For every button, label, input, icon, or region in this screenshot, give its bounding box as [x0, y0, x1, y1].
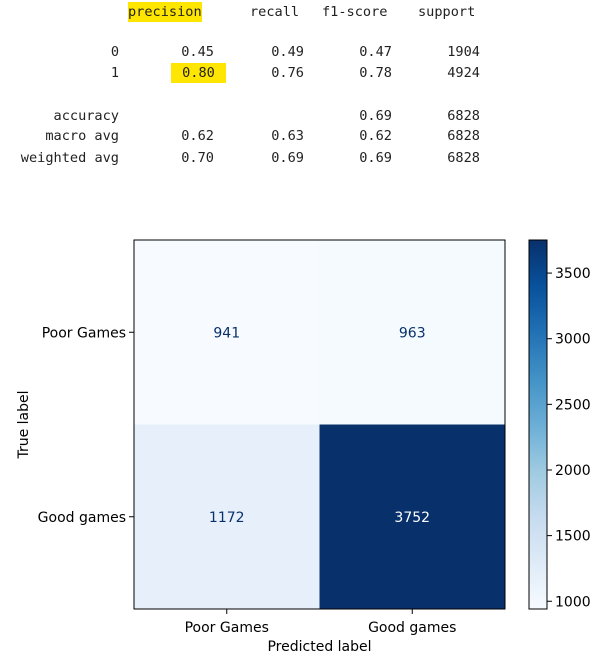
colorbar-tick-label: 3000	[555, 332, 591, 348]
classification-report: precision recall f1-score support 0 0.45…	[0, 0, 603, 180]
avg-recall: 0.69	[271, 150, 304, 166]
accuracy-f1: 0.69	[359, 108, 392, 124]
row-precision: 0.45	[181, 44, 214, 60]
cell-value-label: 963	[399, 325, 426, 341]
header-precision: precision	[128, 2, 202, 22]
heatmap-cell	[319, 240, 505, 425]
row-support: 4924	[447, 65, 480, 81]
accuracy-label: accuracy	[53, 108, 119, 124]
avg-recall: 0.63	[271, 128, 304, 144]
y-tick-label: Good games	[38, 510, 126, 526]
cell-value-label: 1172	[209, 510, 245, 526]
header-f1-score: f1-score	[322, 4, 388, 20]
y-axis-label: True label	[16, 390, 32, 459]
colorbar	[528, 239, 548, 610]
avg-precision: 0.62	[181, 128, 214, 144]
heatmap-axes: Poor Games Good games Poor Games Good games	[38, 325, 457, 636]
header-support: support	[418, 4, 476, 20]
x-tick-label: Good games	[368, 620, 456, 636]
row-label: 1	[110, 65, 119, 81]
cell-value-label: 941	[213, 325, 240, 341]
accuracy-support: 6828	[447, 108, 480, 124]
avg-label: macro avg	[45, 128, 119, 144]
row-support: 1904	[447, 44, 480, 60]
row-recall: 0.76	[271, 65, 304, 81]
header-recall: recall	[250, 4, 300, 20]
cell-value-label: 3752	[394, 510, 430, 526]
avg-label: weighted avg	[20, 150, 119, 166]
colorbar-ticks: 1000 1500 2000 2500 3000 3500	[547, 266, 591, 610]
plot-frame	[133, 239, 506, 610]
heatmap-cell	[134, 424, 320, 609]
y-tick-label: Poor Games	[42, 325, 126, 341]
avg-precision: 0.70	[181, 150, 214, 166]
colorbar-tick-label: 3500	[555, 266, 591, 282]
avg-f1: 0.69	[359, 150, 392, 166]
row-f1: 0.78	[359, 65, 392, 81]
row-precision-highlighted: 0.80	[171, 63, 226, 83]
colorbar-tick-label: 1500	[555, 529, 591, 545]
row-label: 0	[110, 44, 119, 60]
avg-support: 6828	[447, 150, 480, 166]
colorbar-tick-label: 2000	[555, 463, 591, 479]
x-axis-label: Predicted label	[267, 639, 371, 655]
heatmap-cells: 941 963 1172 3752	[134, 240, 505, 609]
heatmap-cell	[134, 240, 320, 425]
row-f1: 0.47	[359, 44, 392, 60]
x-tick-label: Poor Games	[185, 620, 269, 636]
avg-f1: 0.62	[359, 128, 392, 144]
heatmap-cell	[319, 424, 505, 609]
colorbar-tick-label: 2500	[555, 397, 591, 413]
row-recall: 0.49	[271, 44, 304, 60]
colorbar-tick-label: 1000	[555, 594, 591, 610]
avg-support: 6828	[447, 128, 480, 144]
